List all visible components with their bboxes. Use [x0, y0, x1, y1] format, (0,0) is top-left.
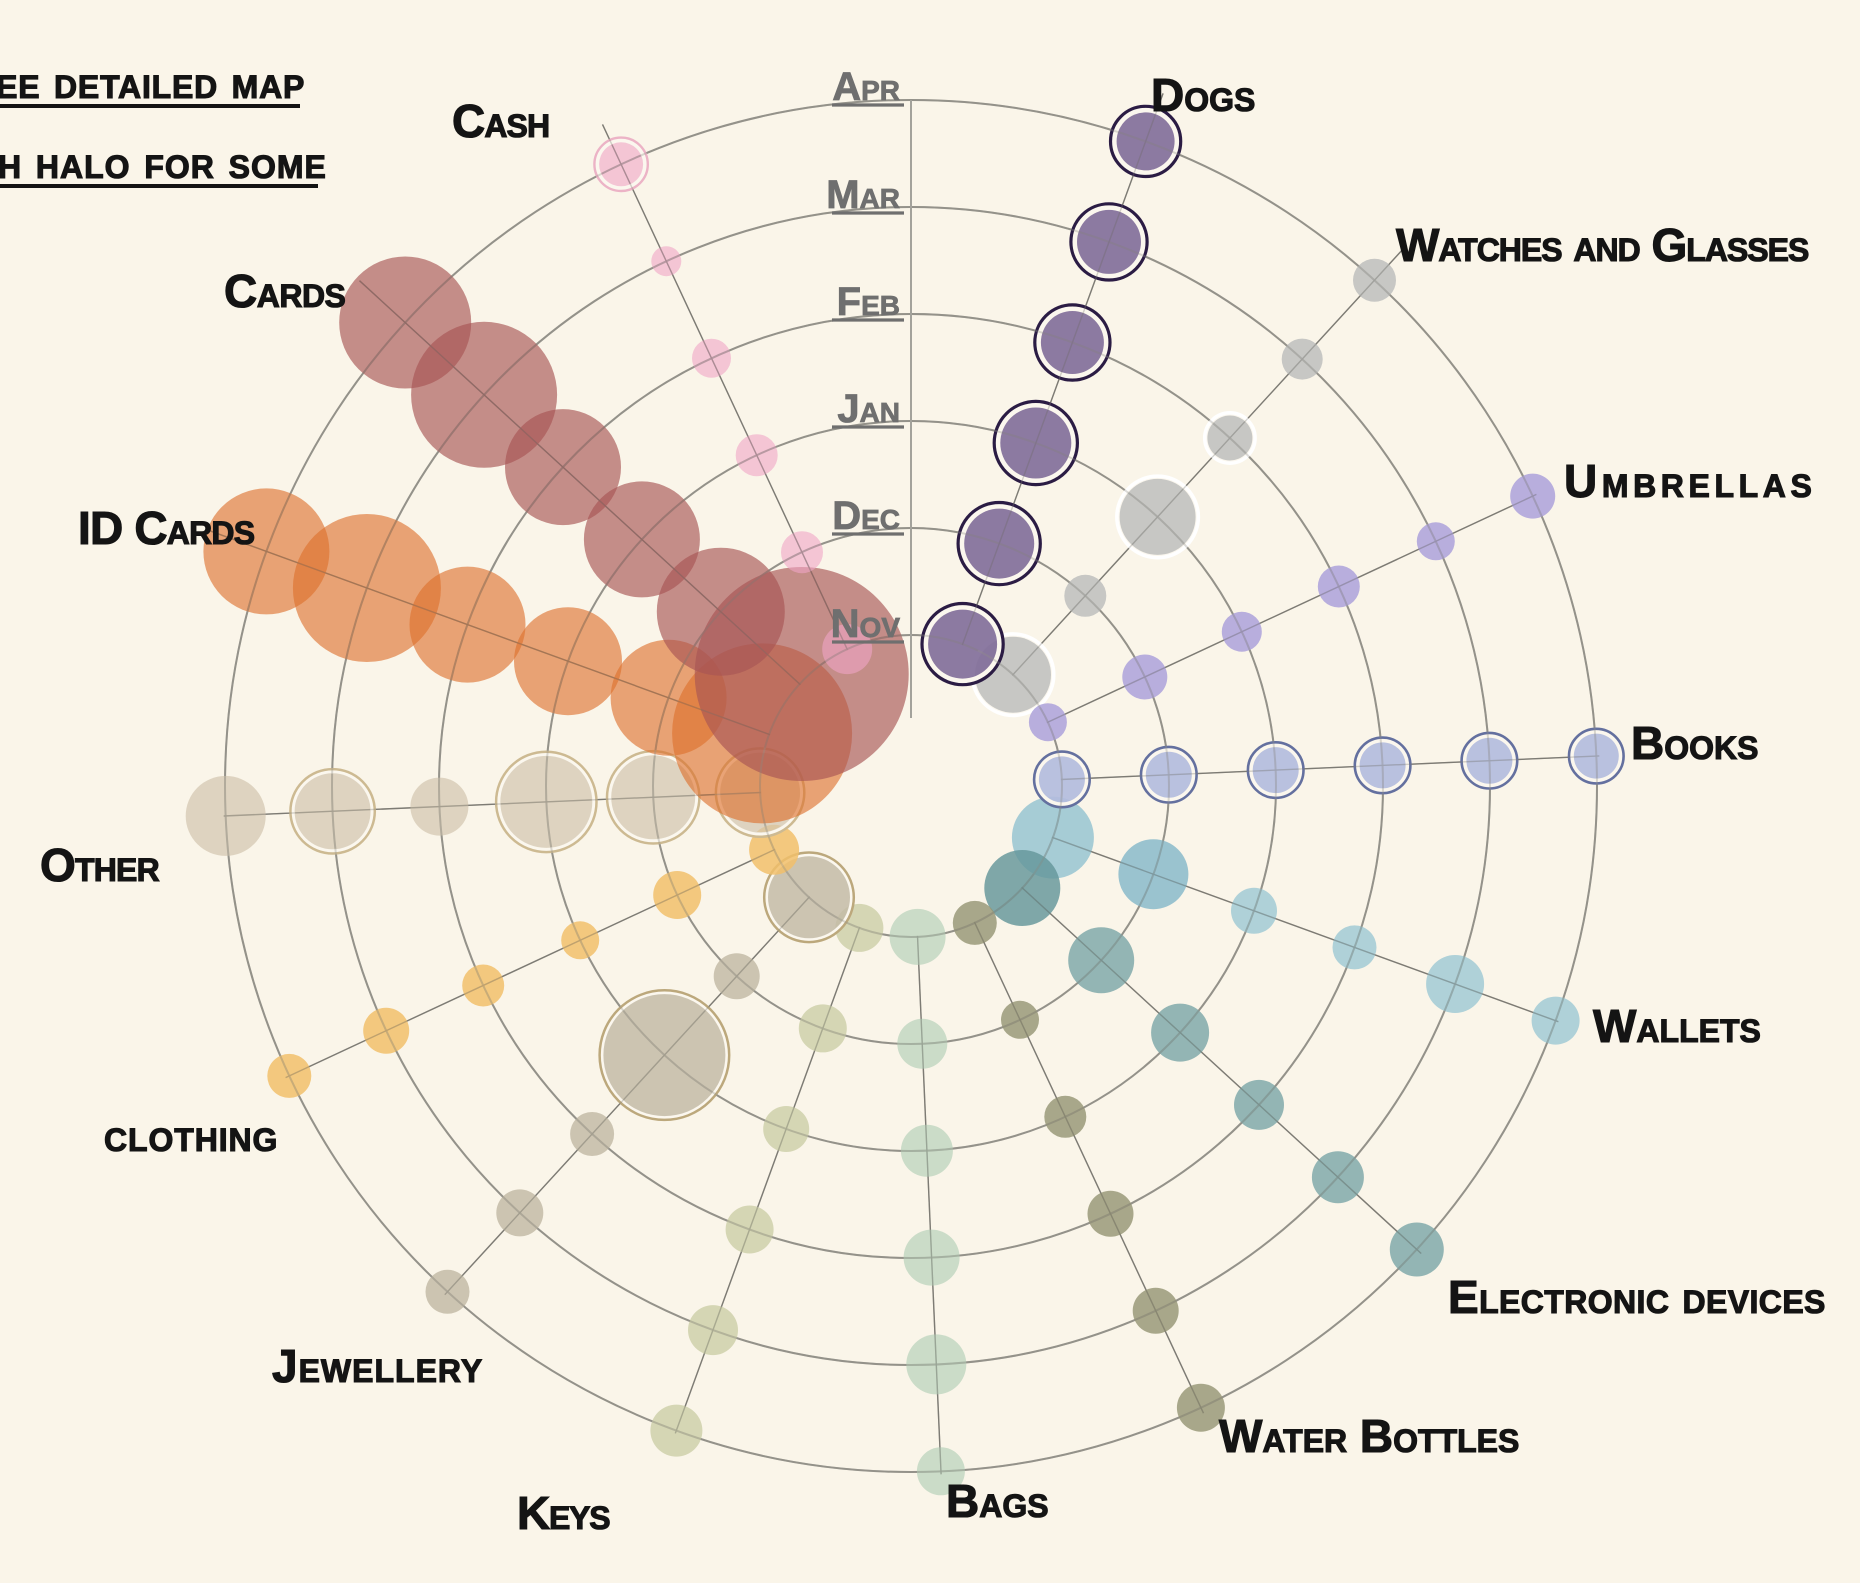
svg-text:Water Bottles: Water Bottles: [1219, 1410, 1519, 1462]
svg-text:Jewellery: Jewellery: [272, 1340, 483, 1392]
svg-text:Jan: Jan: [837, 387, 900, 431]
svg-text:Cards: Cards: [224, 265, 346, 317]
svg-text:Umbrellas: Umbrellas: [1564, 455, 1816, 507]
svg-text:Books: Books: [1631, 717, 1758, 769]
svg-text:Other: Other: [40, 839, 160, 891]
svg-text:ID Cards: ID Cards: [78, 502, 255, 554]
svg-text:Feb: Feb: [837, 280, 900, 324]
svg-text:h halo for some: h halo for some: [0, 136, 327, 188]
svg-text:Dec: Dec: [832, 494, 900, 538]
svg-text:Mar: Mar: [826, 173, 900, 217]
svg-text:Wallets: Wallets: [1593, 1000, 1761, 1052]
svg-text:Electronic devices: Electronic devices: [1448, 1271, 1826, 1323]
svg-text:Apr: Apr: [832, 65, 900, 109]
svg-text:see detailed map: see detailed map: [0, 56, 305, 108]
svg-text:Cash: Cash: [452, 95, 549, 147]
svg-text:clothing: clothing: [104, 1109, 278, 1161]
svg-text:Nov: Nov: [831, 602, 901, 646]
svg-text:Bags: Bags: [946, 1475, 1049, 1527]
svg-text:Keys: Keys: [517, 1487, 610, 1539]
svg-text:Dogs: Dogs: [1151, 69, 1255, 121]
svg-text:Watches and Glasses: Watches and Glasses: [1396, 219, 1809, 271]
